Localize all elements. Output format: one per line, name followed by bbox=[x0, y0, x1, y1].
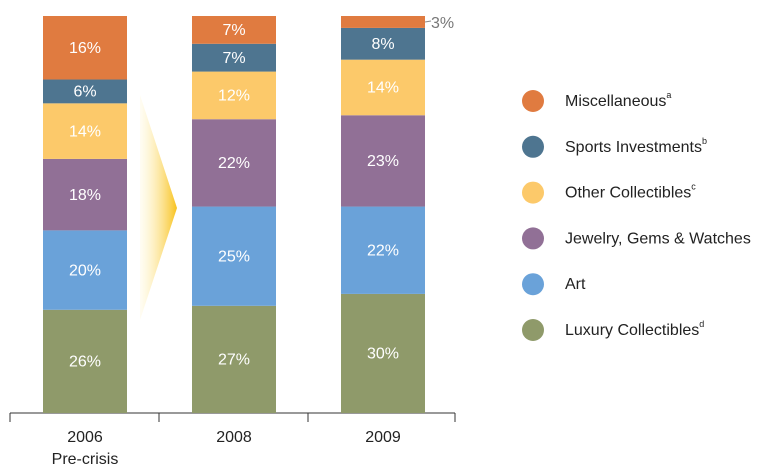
value-label: 25% bbox=[218, 248, 250, 265]
value-label: 3% bbox=[431, 15, 454, 32]
legend-swatch bbox=[522, 273, 544, 296]
bar-segment bbox=[192, 16, 276, 44]
bar-segment bbox=[341, 206, 425, 294]
legend-name: Miscellaneous bbox=[565, 93, 666, 110]
bar-segment bbox=[192, 206, 276, 306]
legend-swatch bbox=[522, 181, 544, 204]
legend-label: Luxury Collectiblesd bbox=[565, 319, 704, 339]
bar-segment bbox=[43, 79, 127, 104]
legend-note: d bbox=[699, 319, 704, 329]
bar-segment bbox=[43, 158, 127, 231]
bar-segment bbox=[341, 27, 425, 60]
x-tick-sublabel: Pre-crisis bbox=[52, 451, 119, 468]
x-tick-label: 2009 bbox=[365, 429, 401, 446]
value-label: 22% bbox=[218, 155, 250, 172]
legend-swatch bbox=[522, 319, 544, 341]
bar-segment bbox=[192, 119, 276, 207]
bar-segment bbox=[341, 293, 425, 413]
bar-segment bbox=[192, 305, 276, 413]
x-tick-label: 2006 bbox=[67, 429, 103, 446]
bar-segment bbox=[192, 43, 276, 72]
x-tick-label: 2008 bbox=[216, 429, 252, 446]
value-label: 23% bbox=[367, 153, 399, 170]
value-label: 16% bbox=[69, 40, 101, 57]
legend-name: Sports Investments bbox=[565, 139, 702, 156]
value-label: 8% bbox=[371, 36, 394, 53]
legend-label: Other Collectiblesc bbox=[565, 182, 696, 202]
legend-label: Art bbox=[565, 276, 586, 293]
bar-segment bbox=[341, 59, 425, 116]
bar-segment bbox=[192, 71, 276, 120]
value-label: 20% bbox=[69, 262, 101, 279]
legend-note: c bbox=[691, 182, 696, 192]
transition-arrow bbox=[140, 95, 177, 320]
legend-name: Luxury Collectibles bbox=[565, 322, 699, 339]
legend-name: Jewelry, Gems & Watches bbox=[565, 231, 751, 248]
legend-note: b bbox=[702, 136, 707, 146]
value-label: 6% bbox=[73, 84, 96, 101]
value-label: 22% bbox=[367, 242, 399, 259]
legend-swatch bbox=[522, 135, 544, 158]
bar-segment bbox=[341, 115, 425, 207]
value-label: 18% bbox=[69, 187, 101, 204]
value-label: 12% bbox=[218, 88, 250, 105]
value-label: 26% bbox=[69, 354, 101, 371]
value-label: 7% bbox=[222, 22, 245, 39]
bar-segment bbox=[43, 230, 127, 310]
value-label: 30% bbox=[367, 346, 399, 363]
legend-label: Miscellaneousa bbox=[565, 90, 671, 110]
label-leader bbox=[424, 20, 432, 23]
legend-label: Jewelry, Gems & Watches bbox=[565, 231, 751, 248]
legend-note: a bbox=[666, 90, 671, 100]
x-axis bbox=[9, 412, 456, 422]
value-label: 27% bbox=[218, 352, 250, 369]
legend-name: Other Collectibles bbox=[565, 185, 691, 202]
legend-swatch bbox=[522, 90, 544, 112]
legend-swatch bbox=[522, 227, 544, 250]
legend-label: Sports Investmentsb bbox=[565, 136, 707, 156]
value-label: 14% bbox=[69, 123, 101, 140]
legend-name: Art bbox=[565, 276, 586, 293]
bar-segment bbox=[341, 16, 425, 28]
bar-segment bbox=[43, 103, 127, 159]
bar-segment bbox=[43, 309, 127, 413]
bar-segment bbox=[43, 16, 127, 80]
value-label: 14% bbox=[367, 80, 399, 97]
value-label: 7% bbox=[222, 50, 245, 67]
